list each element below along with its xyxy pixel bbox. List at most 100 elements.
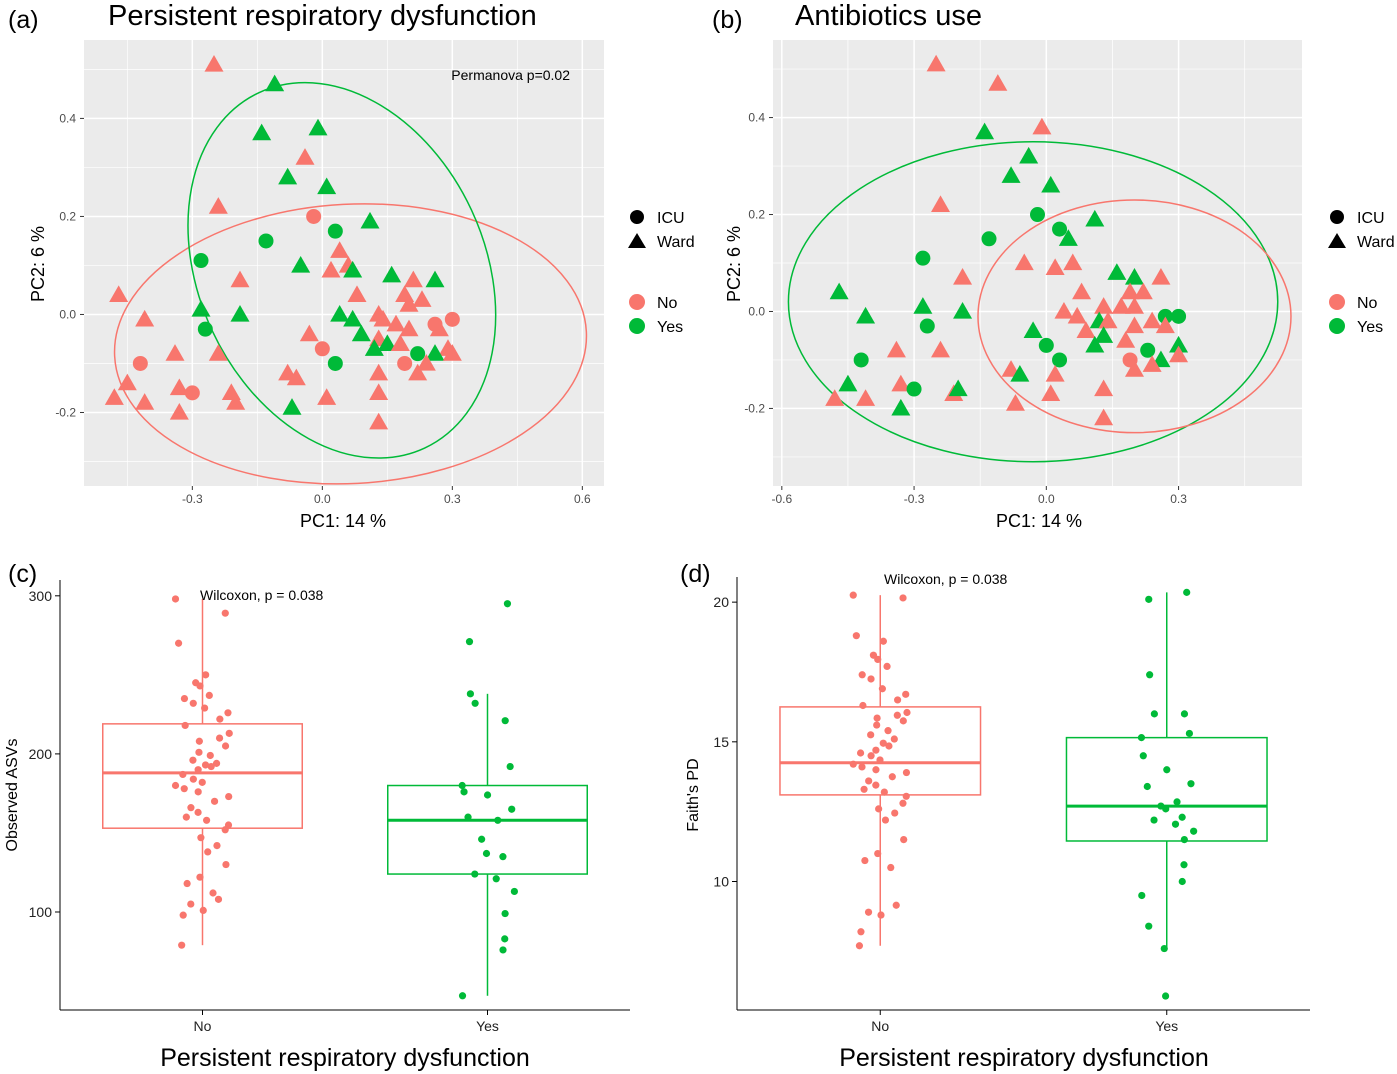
ward-point <box>1010 365 1030 382</box>
ward-point <box>109 285 129 302</box>
ward-point <box>1120 282 1140 300</box>
jitter-point <box>1180 835 1188 844</box>
jitter-point <box>492 875 500 883</box>
legend-shape-label: ICU <box>657 210 685 227</box>
jitter-point <box>207 762 215 771</box>
icu-point <box>853 352 869 368</box>
ward-point <box>838 374 858 392</box>
y-tick-label: 15 <box>713 734 729 750</box>
ward-point <box>382 265 402 283</box>
ward-point <box>1072 282 1092 300</box>
jitter-point <box>865 777 873 785</box>
ward-point <box>1169 345 1189 363</box>
ward-point <box>373 309 393 327</box>
jitter-point <box>510 887 518 896</box>
ward-point <box>1032 117 1052 135</box>
jitter-point <box>201 761 210 769</box>
jitter-point <box>1160 944 1168 953</box>
icu-point <box>981 231 997 247</box>
icu-point <box>197 321 213 337</box>
jitter-points-d <box>849 588 1198 1000</box>
jitter-point <box>880 788 888 796</box>
ward-point <box>1014 253 1034 271</box>
jitter-point <box>872 781 880 789</box>
jitter-point <box>202 671 210 679</box>
jitter-point <box>874 655 882 664</box>
jitter-point <box>471 870 479 878</box>
ward-point <box>282 398 302 415</box>
jitter-point <box>225 729 233 737</box>
panel-label-d: (d) <box>680 560 711 588</box>
icu-point <box>1030 207 1045 223</box>
jitter-point <box>464 813 472 821</box>
jitter-point <box>867 731 875 739</box>
jitter-point <box>885 742 893 750</box>
jitter-point <box>195 737 203 745</box>
ward-point <box>931 195 951 212</box>
jitter-point <box>205 691 213 700</box>
ward-point <box>330 304 350 322</box>
y-tick-label: 0.2 <box>59 209 76 223</box>
y-tick-label: 20 <box>713 594 729 610</box>
legend-color-label: No <box>657 295 678 312</box>
ellipses-b <box>787 141 1292 463</box>
ward-point <box>1098 311 1118 329</box>
wilcoxon-annotation-c: Wilcoxon, p = 0.038 <box>200 587 324 603</box>
jitter-point <box>221 609 229 617</box>
jitter-point <box>194 808 202 816</box>
icu-point <box>919 318 935 334</box>
ward-point <box>953 301 973 319</box>
ward-point <box>208 197 228 214</box>
ward-point <box>390 334 410 351</box>
ward-point <box>829 282 849 300</box>
iqr-box <box>779 706 982 796</box>
legend-color-swatch <box>1329 318 1345 334</box>
jitter-point <box>209 889 217 897</box>
jitter-point <box>458 781 466 790</box>
ward-point <box>286 368 306 386</box>
ward-point <box>1094 408 1114 426</box>
permanova-annotation: Permanova p=0.02 <box>451 67 570 83</box>
jitter-point <box>900 835 908 844</box>
ward-point <box>425 344 445 361</box>
ward-point <box>343 260 363 278</box>
ward-point <box>1063 253 1083 271</box>
jitter-point <box>849 760 857 768</box>
confidence-ellipse-no <box>113 203 588 485</box>
confidence-ellipse-yes <box>787 141 1279 463</box>
jitter-point <box>222 860 230 869</box>
jitter-point <box>867 675 875 683</box>
ward-point <box>360 211 380 229</box>
jitter-point <box>874 849 882 858</box>
x-axis-label-c: Persistent respiratory dysfunction <box>160 1044 530 1072</box>
ward-point <box>230 270 250 288</box>
jitter-point <box>483 791 492 799</box>
iqr-box <box>387 784 588 875</box>
ward-point <box>931 340 951 358</box>
ward-point <box>135 309 155 327</box>
y-tick-label: 0.0 <box>59 307 76 321</box>
ward-point <box>825 389 845 406</box>
jitter-point <box>872 746 880 754</box>
jitter-point <box>864 908 873 916</box>
jitter-point <box>902 768 911 777</box>
y-tick-label: -0.2 <box>744 401 765 415</box>
jitter-point <box>877 911 885 919</box>
jitter-point <box>225 792 233 801</box>
ward-point <box>1124 316 1144 334</box>
jitter-point <box>501 909 509 918</box>
jitter-point <box>494 816 502 824</box>
jitter-point <box>195 748 203 756</box>
boxes-d <box>779 592 1268 949</box>
jitter-point <box>893 696 902 704</box>
ward-point <box>856 389 876 406</box>
ward-point <box>291 255 311 273</box>
jitter-point <box>471 699 479 707</box>
ward-point <box>265 74 285 92</box>
ward-point <box>208 344 228 361</box>
y-tick-label: -0.2 <box>55 405 76 419</box>
jitter-point <box>1183 588 1191 596</box>
ward-point <box>317 388 337 405</box>
y-ticks-b: -0.2 0.0 0.2 0.4 <box>744 111 773 415</box>
